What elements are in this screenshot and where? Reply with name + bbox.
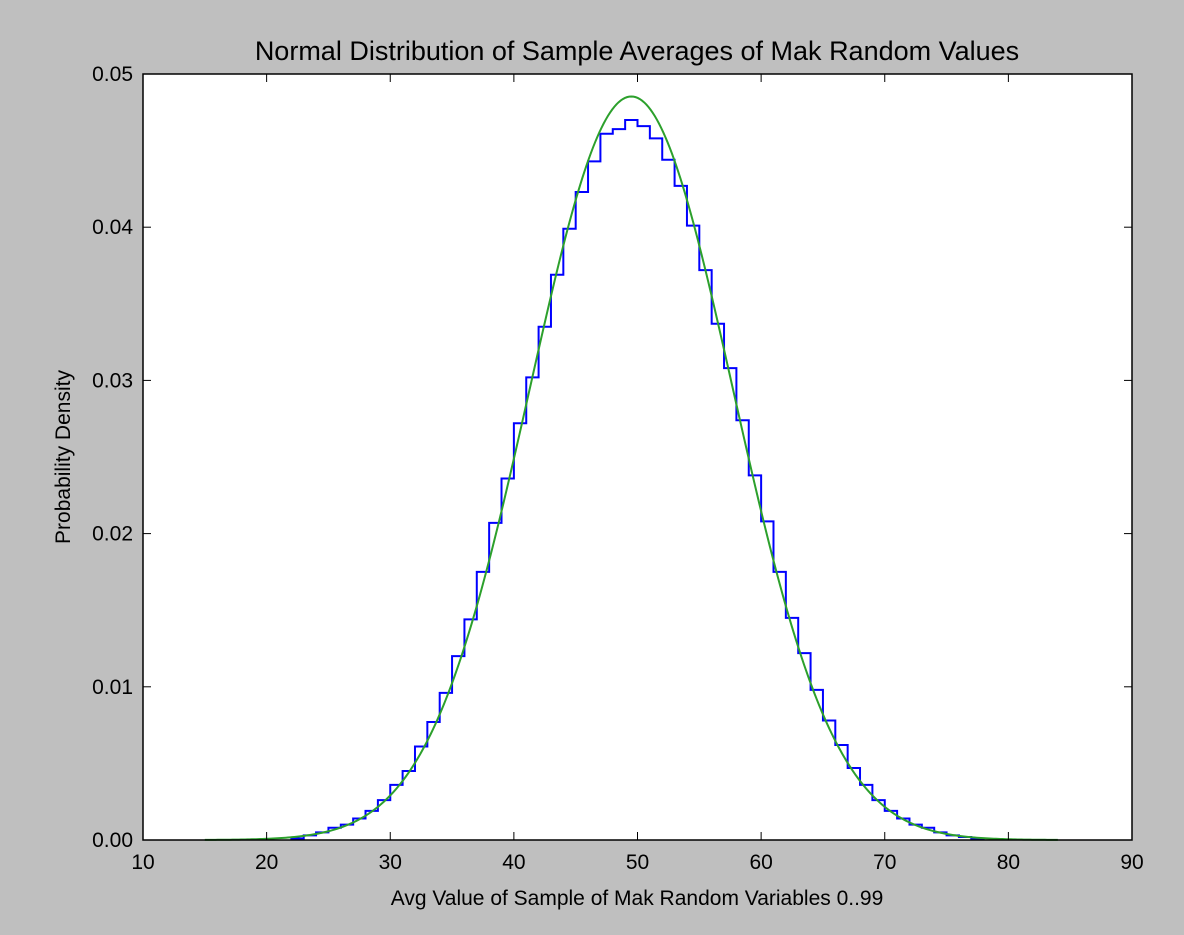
x-tick-label: 10 [131,851,154,874]
x-tick-label: 50 [626,851,649,874]
normal-pdf-curve [204,95,1058,841]
x-axis-label: Avg Value of Sample of Mak Random Variab… [391,887,884,910]
y-tick-label: 0.05 [92,63,133,86]
y-tick-label: 0.03 [92,369,133,392]
x-tick-label: 90 [1120,851,1143,874]
histogram-step-line [290,118,985,840]
histogram-layer [290,118,985,840]
pdf-curve-layer [204,95,1058,841]
x-tick-label: 70 [873,851,896,874]
plot-area [143,74,1132,840]
tick-labels-layer: 10 20 30 40 50 60 70 80 90 0.00 0.01 0.02 0.03 0.04 0.… [92,63,1144,874]
x-tick-label: 80 [997,851,1020,874]
y-tick-label: 0.04 [92,216,133,239]
y-tick-label: 0.01 [92,676,133,699]
chart-title: Normal Distribution of Sample Averages o… [255,36,1019,66]
x-tick-label: 20 [255,851,278,874]
ticks-layer [142,73,1133,841]
y-tick-label: 0.00 [92,829,133,852]
x-tick-label: 60 [749,851,772,874]
y-axis-label: Probability Density [52,370,75,544]
x-tick-label: 30 [379,851,402,874]
y-tick-label: 0.02 [92,523,133,546]
x-tick-label: 40 [502,851,525,874]
